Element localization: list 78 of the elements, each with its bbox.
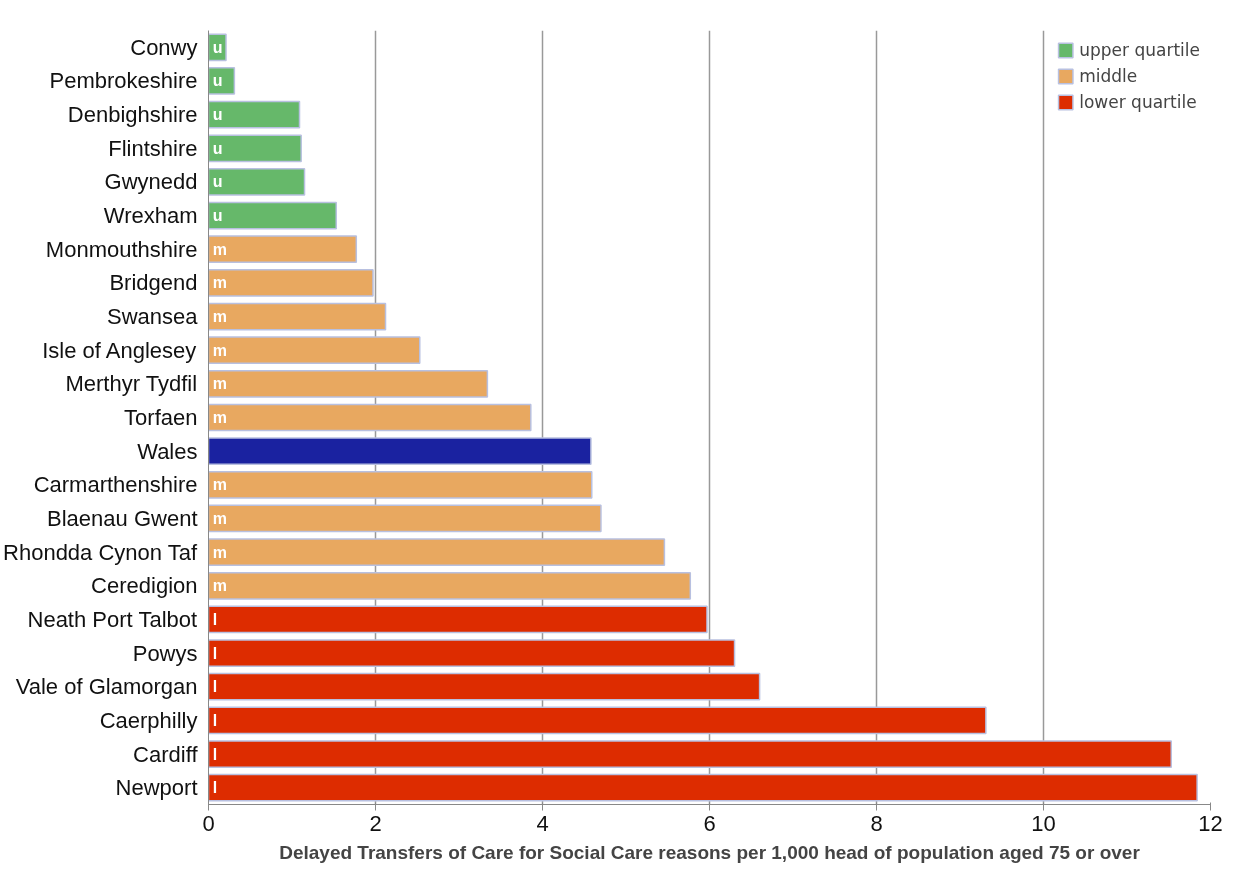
x-tick-label: 12 [1198,810,1223,836]
data-label: l [212,610,218,628]
data-label: u [212,38,223,56]
bar [208,100,301,129]
y-tick-label: Gwynedd [104,169,198,195]
bar [208,168,306,196]
data-label: l [212,779,218,797]
y-tick-label: Ceredigion [91,573,198,599]
y-tick-label: Wrexham [103,203,198,229]
y-tick-label: Powys [132,640,198,666]
data-label: l [212,745,218,763]
bar [208,302,387,331]
y-tick-label: Blaenau Gwent [47,505,198,531]
bar [208,706,987,735]
data-label: m [212,577,227,595]
data-label: l [212,711,218,729]
legend-label: lower quartile [1079,92,1197,112]
legend-label: middle [1079,66,1138,86]
bar [208,740,1173,768]
x-tick-label: 0 [202,810,215,836]
data-label: m [212,240,227,258]
bar [208,773,1198,802]
legend-label: upper quartile [1079,40,1200,60]
data-label: m [212,409,227,426]
x-tick-label: 2 [369,810,382,836]
y-tick-label: Flintshire [108,135,198,161]
data-label: m [212,274,227,292]
y-tick-label: Denbighshire [67,102,198,128]
y-tick-label: Vale of Glamorgan [15,674,198,700]
y-tick-label: Isle of Anglesey [42,337,197,363]
y-tick-label: Cardiff [133,741,199,767]
bar [208,639,736,667]
y-tick-label: Neath Port Talbot [27,606,198,632]
y-tick-label: Swansea [107,304,199,330]
bar [208,672,761,701]
bar [208,470,593,499]
x-tick-label: 10 [1031,810,1056,836]
bar [208,336,421,365]
data-label: u [212,72,223,90]
data-label: u [212,106,223,124]
bar [208,269,374,297]
x-tick-label: 8 [870,810,883,836]
data-label: l [212,678,218,696]
data-label: u [212,139,223,157]
data-label: m [212,308,227,326]
x-tick-label: 6 [703,810,716,836]
bar [208,235,358,264]
x-axis-title: Delayed Transfers of Care for Social Care reasons per 1,000 head of population aged 75 or over [279,841,1141,863]
data-label: m [212,476,227,494]
y-tick-label: Caerphilly [99,707,198,733]
data-label: u [212,173,223,191]
y-tick-label: Wales [137,438,198,464]
data-label: m [212,375,227,393]
bar [208,369,489,398]
y-tick-label: Merthyr Tydfil [65,371,198,397]
bar [208,538,666,566]
y-tick-label: Carmarthenshire [33,472,198,498]
y-tick-label: Monmouthshire [45,236,198,262]
bar [208,67,236,95]
bar [208,605,708,634]
y-tick-label: Rhondda Cynon Taf [3,539,198,565]
data-label: m [212,341,227,359]
bar [208,437,592,466]
bar [208,403,532,432]
x-tick-label: 4 [536,810,549,836]
bar [208,134,302,163]
bar [208,201,338,230]
y-tick-label: Conwy [130,34,198,60]
bar [208,504,602,533]
y-tick-label: Bridgend [109,270,198,296]
data-label: m [212,543,227,561]
data-label: l [212,644,218,662]
y-tick-label: Pembrokeshire [49,68,198,94]
data-label: m [212,509,227,527]
y-tick-label: Newport [115,775,198,801]
y-tick-label: Torfaen [124,405,198,430]
bar [208,571,692,600]
data-label: u [212,207,223,225]
